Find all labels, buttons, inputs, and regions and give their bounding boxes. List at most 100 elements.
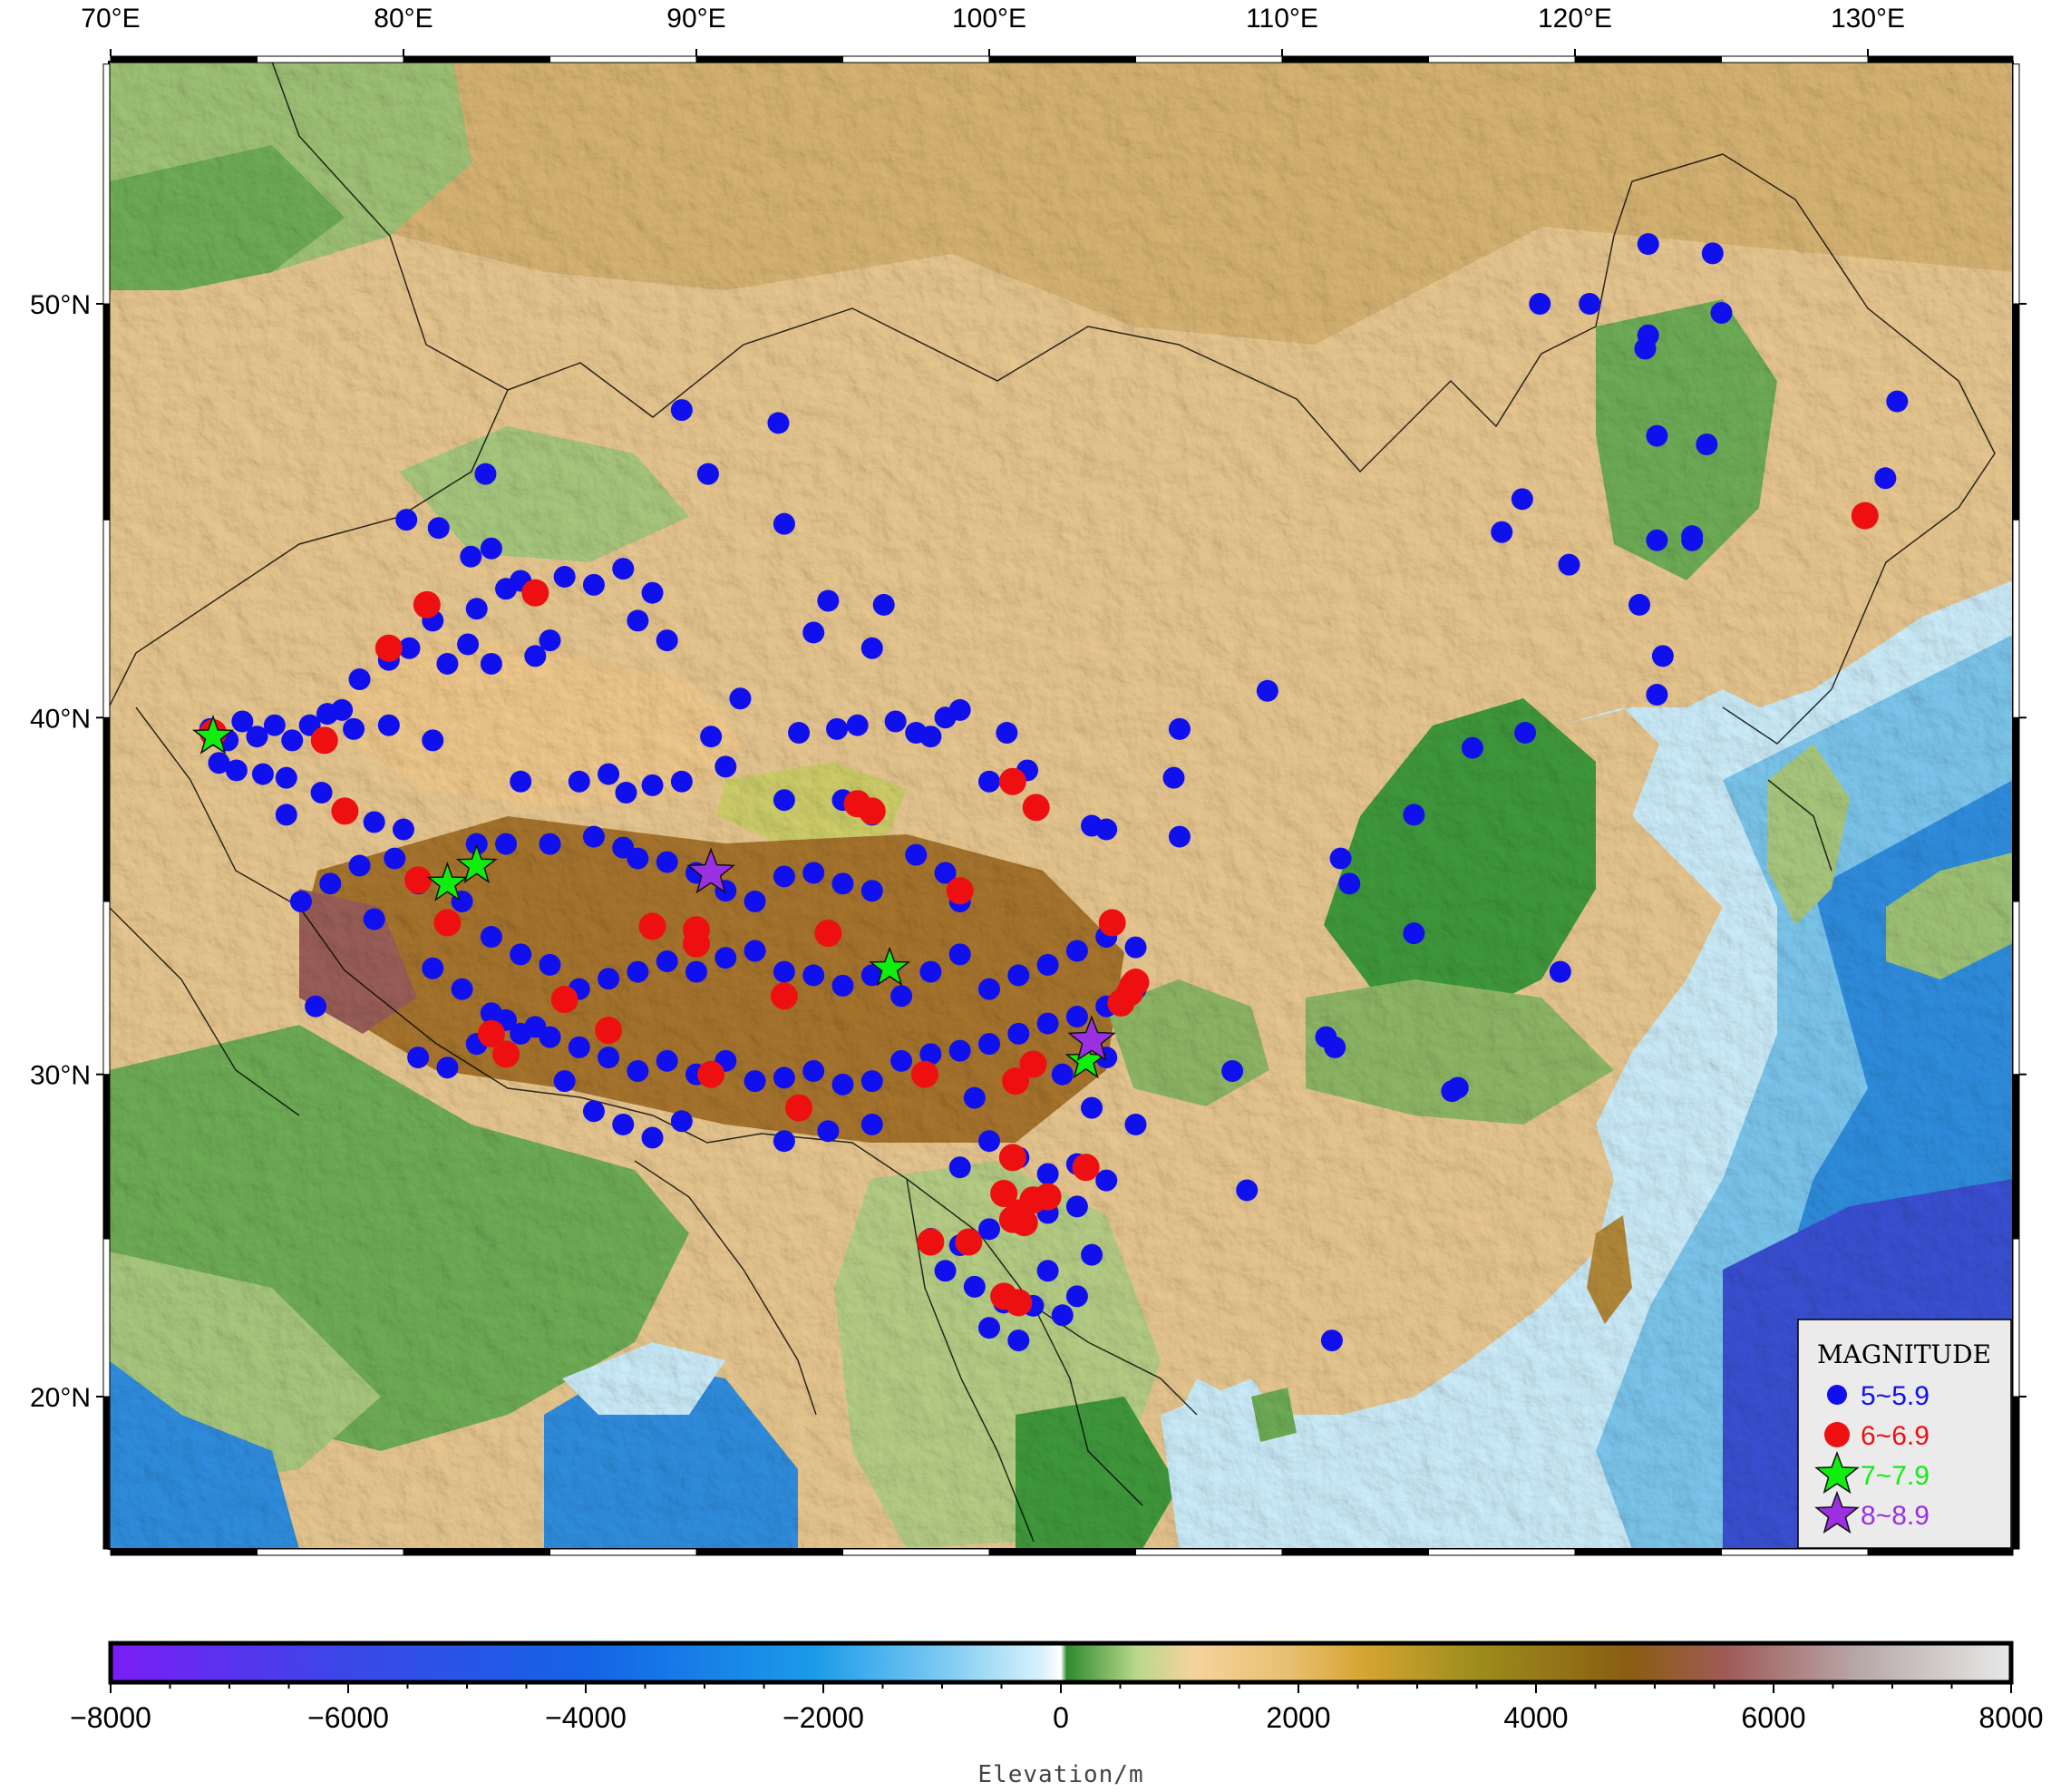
colorbar-tick-label: 4000 <box>1503 1701 1568 1734</box>
quake-mag5-marker <box>1007 1329 1030 1352</box>
quake-mag6-marker <box>770 982 798 1010</box>
quake-mag5-marker <box>872 593 895 616</box>
quake-mag5-marker <box>1681 529 1704 551</box>
quake-mag5-marker <box>231 710 254 733</box>
quake-mag5-marker <box>1874 467 1897 490</box>
quake-mag6-marker <box>1005 1289 1033 1317</box>
quake-mag5-marker <box>696 463 719 485</box>
quake-mag5-marker <box>996 722 1018 745</box>
quake-mag6-marker <box>1002 1067 1030 1096</box>
top-scale-segment <box>1867 55 2014 63</box>
quake-mag5-marker <box>641 774 664 796</box>
quake-mag6-marker <box>404 866 433 894</box>
quake-mag5-marker <box>831 872 854 895</box>
quake-mag6-marker <box>638 912 666 940</box>
quake-mag5-marker <box>817 1120 840 1143</box>
quake-mag5-marker <box>773 865 795 888</box>
quake-mag5-marker <box>773 960 795 983</box>
quake-mag5-marker <box>1403 922 1425 945</box>
top-scale-segment <box>988 55 1136 63</box>
quake-mag5-marker <box>305 995 327 1018</box>
quake-mag5-marker <box>1081 1243 1103 1266</box>
legend-symbol-circle <box>1824 1422 1850 1447</box>
legend-title: MAGNITUDE <box>1817 1339 1991 1369</box>
quake-mag5-marker <box>860 880 883 902</box>
quake-mag5-marker <box>1095 1169 1118 1192</box>
quake-mag5-marker <box>474 463 497 485</box>
quake-mag5-marker <box>612 1113 635 1135</box>
quake-mag5-marker <box>427 517 450 540</box>
quake-mag5-marker <box>670 770 693 793</box>
quake-mag5-marker <box>802 621 825 644</box>
quake-mag5-marker <box>860 1070 883 1093</box>
quake-mag5-marker <box>1036 953 1059 976</box>
quake-mag5-marker <box>480 537 502 560</box>
quake-mag5-marker <box>890 1049 913 1072</box>
bottom-scale-segment <box>257 1548 404 1556</box>
quake-mag5-marker <box>744 891 766 913</box>
bottom-scale-segment <box>1428 1548 1576 1556</box>
top-scale-segment <box>403 55 550 63</box>
left-scale-segment <box>102 1396 111 1550</box>
quake-mag5-marker <box>773 1066 795 1089</box>
quake-mag6-marker <box>433 909 462 937</box>
quake-mag5-marker <box>714 947 737 969</box>
right-scale-segment <box>2012 1396 2020 1550</box>
left-scale-segment <box>102 63 111 305</box>
quake-mag5-marker <box>744 940 766 962</box>
legend-symbol-star <box>1814 1450 1860 1495</box>
quake-mag6-marker <box>310 726 338 755</box>
quake-mag5-marker <box>451 978 473 1000</box>
quake-mag5-marker <box>641 1126 664 1149</box>
quake-mag5-marker <box>281 729 304 752</box>
legend-label: 7~7.9 <box>1861 1461 1929 1491</box>
latitude-labels: 50°N 40°N 30°N 20°N <box>30 290 2027 1413</box>
quake-mag5-marker <box>846 714 869 736</box>
bottom-scale-segment <box>1281 1548 1429 1556</box>
quake-mag5-marker <box>1065 1006 1088 1028</box>
quake-mag5-marker <box>1511 488 1533 511</box>
quake-mag5-marker <box>656 950 678 973</box>
colorbar-tick-label: −2000 <box>782 1701 864 1734</box>
left-scale-segment <box>102 1238 111 1398</box>
bottom-scale-segment <box>549 1548 697 1556</box>
quake-mag6-marker <box>910 1060 938 1088</box>
quake-mag6-marker <box>858 797 886 825</box>
quake-mag6-marker <box>331 797 359 825</box>
lat-label: 30°N <box>30 1061 91 1091</box>
quake-mag5-marker <box>319 872 342 895</box>
quake-mag5-marker <box>480 652 502 675</box>
quake-mag6-marker <box>374 634 403 662</box>
legend-label: 6~6.9 <box>1861 1421 1929 1451</box>
quake-mag5-marker <box>860 964 883 987</box>
quake-mag6-marker <box>1851 502 1879 530</box>
quake-mag5-marker <box>1646 684 1668 706</box>
lon-label: 120°E <box>1538 4 1612 34</box>
quake-mag5-marker <box>331 698 354 721</box>
quake-mag5-marker <box>978 770 1000 793</box>
quake-mag5-marker <box>395 509 418 531</box>
quake-mag5-marker <box>553 566 576 589</box>
colorbar-tick-label: 6000 <box>1741 1701 1805 1734</box>
quake-mag5-marker <box>773 512 795 535</box>
top-scale-segment <box>110 55 258 63</box>
quake-mag5-marker <box>1168 717 1191 740</box>
bottom-scale-segment <box>695 1548 843 1556</box>
quake-mag5-marker <box>275 766 297 789</box>
right-scale-segment <box>2012 1238 2020 1398</box>
quake-mag5-marker <box>934 862 957 884</box>
quake-mag5-marker <box>641 581 664 604</box>
lat-label: 40°N <box>30 704 91 734</box>
quake-mag5-marker <box>1124 936 1147 959</box>
quake-mag5-marker <box>457 633 480 656</box>
right-scale-segment <box>2012 1074 2020 1240</box>
quake-mag8-star <box>1067 1015 1116 1062</box>
quake-mag5-marker <box>860 637 883 659</box>
quake-mag5-marker <box>225 759 248 782</box>
quake-mag5-marker <box>208 752 230 774</box>
lon-label: 100°E <box>952 4 1026 34</box>
quake-mag5-marker <box>773 789 795 812</box>
quake-mag5-marker <box>948 943 971 966</box>
quake-mag5-marker <box>802 964 825 987</box>
